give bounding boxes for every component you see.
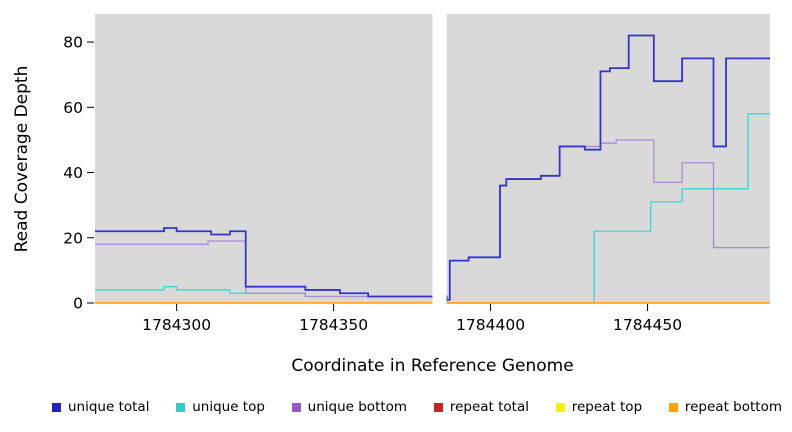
legend-item-repeat-bottom: repeat bottom	[668, 399, 782, 415]
legend-item-repeat-total: repeat total	[433, 399, 529, 415]
legend-item-repeat-top: repeat top	[555, 399, 643, 415]
x-tick-label: 1784300	[142, 316, 211, 334]
y-tick-label: 40	[63, 164, 83, 182]
y-axis-title: Read Coverage Depth	[12, 65, 32, 253]
x-axis-title: Coordinate in Reference Genome	[291, 356, 574, 376]
legend-swatch-repeat-total	[433, 402, 443, 412]
y-tick-label: 80	[63, 34, 83, 52]
legend-item-unique-top: unique top	[176, 399, 265, 415]
legend-label-unique-bottom: unique bottom	[307, 399, 408, 415]
legend-label-unique-total: unique total	[68, 399, 150, 415]
coverage-plot: 1784300 1784350 1784400 1784450 0 20 40 60 80	[63, 14, 770, 334]
legend-swatch-unique-bottom	[291, 402, 301, 412]
gap-band	[432, 14, 447, 305]
y-tick-label: 20	[63, 229, 83, 247]
legend-swatch-repeat-top	[555, 402, 565, 412]
series-unique-total	[95, 34, 770, 301]
legend-swatch-unique-total	[52, 402, 61, 412]
y-tick-label: 60	[63, 99, 83, 117]
legend-swatch-repeat-bottom	[668, 402, 678, 412]
legend-item-unique-total: unique total	[52, 399, 149, 415]
legend: unique total unique top unique bottom repea…	[0, 399, 792, 415]
legend-label-unique-top: unique top	[192, 399, 265, 415]
legend-label-repeat-bottom: repeat bottom	[684, 399, 782, 415]
legend-label-repeat-total: repeat total	[449, 399, 529, 415]
x-tick-label: 1784450	[613, 316, 682, 334]
y-tick-label: 0	[73, 295, 83, 313]
legend-item-unique-bottom: unique bottom	[291, 399, 408, 415]
x-tick-label: 1784350	[299, 316, 368, 334]
legend-label-repeat-top: repeat top	[571, 399, 643, 415]
legend-swatch-unique-top	[176, 402, 186, 412]
x-tick-label: 1784400	[456, 316, 525, 334]
